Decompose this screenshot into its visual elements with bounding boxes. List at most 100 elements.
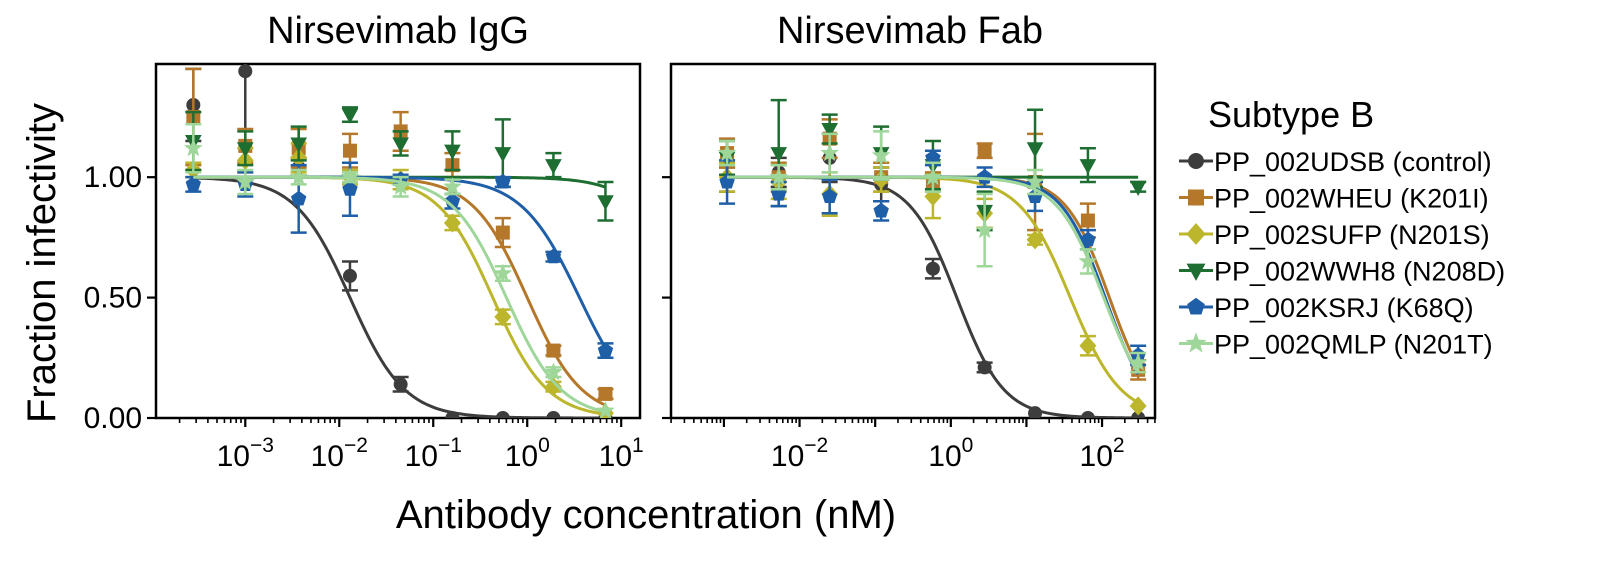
x-tick-label: 10−3 (217, 434, 274, 473)
y-tick-label: 0.50 (84, 282, 142, 315)
data-point (1079, 159, 1097, 175)
data-point (493, 263, 513, 282)
legend-title: Subtype B (1208, 94, 1374, 135)
data-point (923, 167, 943, 186)
data-point (544, 377, 562, 397)
panel-igg: Nirsevimab IgG 0.00 0.50 1.00 10−3 10−2 10−1 1… (84, 10, 644, 473)
panel-title-igg: Nirsevimab IgG (267, 10, 529, 52)
legend-marker (1188, 189, 1204, 206)
legend-item-pp-002udsb-control: PP_002UDSB (control) (1179, 147, 1492, 177)
data-point (391, 176, 411, 195)
plot-frame (669, 62, 1157, 420)
legend-label: PP_002WWH8 (N208D) (1214, 257, 1505, 287)
data-point (340, 167, 360, 186)
data-point (976, 169, 993, 184)
x-tick-label: 10−2 (771, 434, 828, 473)
x-tick-label: 100 (505, 434, 550, 473)
data-point (770, 147, 788, 163)
legend-marker (1186, 263, 1206, 281)
data-point (977, 360, 992, 375)
legend-marker (1186, 223, 1206, 245)
data-point (342, 143, 357, 158)
x-tick-label: 10−1 (405, 434, 462, 473)
x-tick-label: 102 (1080, 434, 1125, 473)
data-point (238, 64, 253, 79)
data-point (183, 138, 203, 157)
legend-marker (1185, 332, 1207, 353)
data-point (924, 186, 942, 206)
data-point (545, 159, 562, 175)
data-point (1028, 406, 1043, 418)
data-point (1129, 180, 1147, 196)
series-pp-002wheu-k201i (185, 67, 614, 407)
data-point (821, 188, 838, 203)
data-point (975, 220, 995, 239)
data-point (597, 195, 614, 211)
legend-item-pp-002ksrj-k68q: PP_002KSRJ (K68Q) (1179, 293, 1474, 323)
data-point (820, 143, 840, 162)
x-tick-label: 100 (928, 434, 973, 473)
data-point (289, 167, 309, 186)
data-point (494, 307, 512, 327)
data-point (290, 190, 307, 206)
panel-title-fab: Nirsevimab Fab (777, 10, 1043, 52)
legend: Subtype B PP_002UDSB (control) PP_002WHEU… (1179, 94, 1505, 360)
data-point (1025, 172, 1045, 190)
series-pp-002wwh8-n208d (185, 106, 614, 222)
data-point (235, 172, 255, 190)
data-point (545, 248, 562, 264)
data-point (977, 143, 992, 158)
data-point (871, 145, 891, 164)
legend-item-pp-002wheu-k201i: PP_002WHEU (K201I) (1179, 184, 1489, 214)
data-point (494, 147, 512, 163)
data-point (185, 176, 202, 191)
data-point (1079, 336, 1097, 356)
data-point (342, 181, 358, 196)
data-point (341, 108, 359, 124)
data-point (392, 137, 409, 153)
data-point (342, 268, 357, 283)
data-point (1078, 251, 1098, 270)
legend-label: PP_002WHEU (K201I) (1214, 184, 1489, 214)
y-axis-label: Fraction infectivity (20, 103, 64, 423)
data-point (290, 137, 308, 153)
data-point (445, 411, 460, 418)
legend-marker (1188, 153, 1204, 169)
legend-label: PP_002KSRJ (K68Q) (1214, 293, 1474, 323)
legend-label: PP_002QMLP (N201T) (1214, 330, 1493, 360)
data-point (1129, 396, 1147, 416)
legend-item-pp-002sufp-n201s: PP_002SUFP (N201S) (1179, 220, 1490, 250)
plot-frame (154, 62, 642, 420)
legend-item-pp-002qmlp-n201t: PP_002QMLP (N201T) (1179, 330, 1493, 360)
x-tick-label: 10−2 (311, 434, 368, 473)
data-point (495, 225, 510, 240)
data-point (444, 144, 461, 160)
legend-label: PP_002SUFP (N201S) (1214, 220, 1490, 250)
data-point (1080, 231, 1096, 247)
data-point (1080, 213, 1095, 228)
data-point (546, 343, 561, 358)
data-point (717, 143, 737, 162)
series-pp-002ksrj-k68q (185, 161, 614, 360)
data-point (925, 261, 940, 276)
series-pp-002qmlp-n201t (183, 122, 615, 418)
data-point (1026, 142, 1044, 158)
fit-curve (193, 175, 607, 349)
data-point (495, 173, 511, 189)
y-tick-label: 0.00 (84, 402, 142, 435)
data-point (443, 176, 462, 195)
data-point (236, 142, 254, 158)
y-tick-label: 1.00 (84, 161, 142, 194)
x-axis-label: Antibody concentration (nM) (396, 493, 896, 537)
data-point (597, 342, 614, 358)
data-point (495, 411, 510, 418)
x-tick-label: 101 (599, 434, 644, 473)
data-point (546, 411, 561, 418)
data-point (1080, 411, 1095, 418)
data-point (598, 386, 613, 401)
data-point (596, 400, 615, 418)
panel-fab: Nirsevimab Fab 10−2 100 102 (662, 10, 1157, 473)
legend-label: PP_002UDSB (control) (1214, 147, 1492, 177)
